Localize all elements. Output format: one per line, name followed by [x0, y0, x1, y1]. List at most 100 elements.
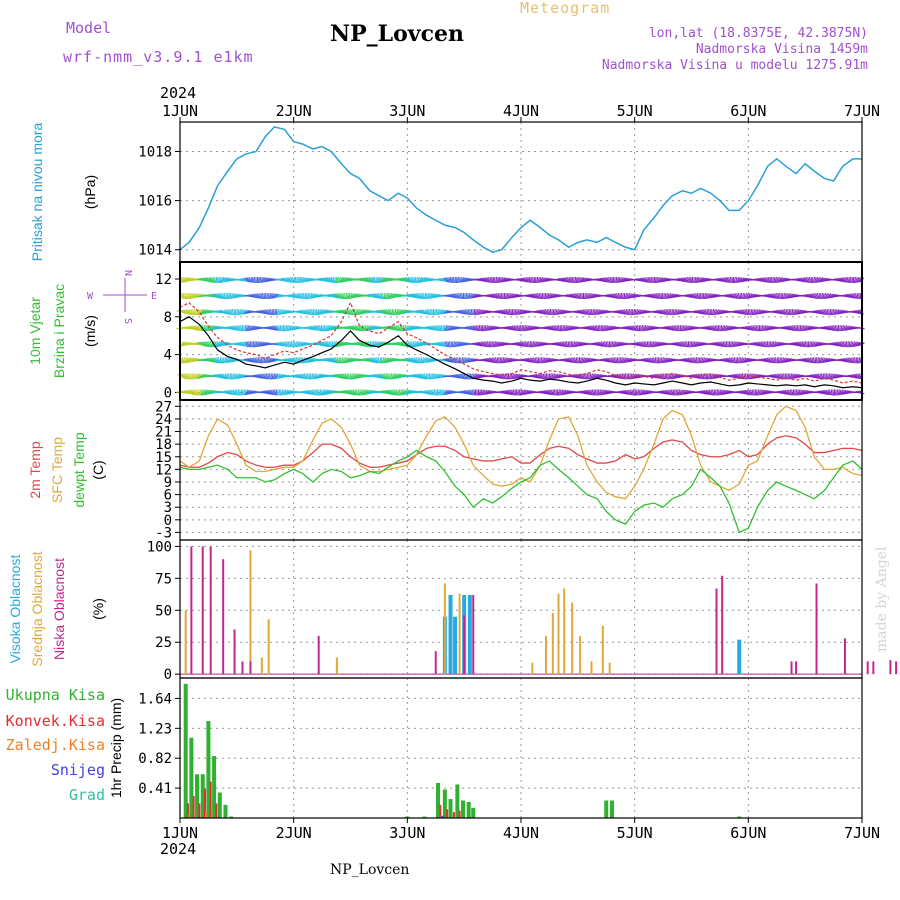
wind-barb [241, 341, 247, 347]
wind-barb [263, 292, 266, 300]
wind-barb [186, 357, 193, 364]
wind-barb [267, 357, 273, 363]
wind-barb [479, 277, 486, 283]
wind-barb [248, 341, 251, 348]
wind-barb [694, 276, 697, 284]
wind-barb [438, 309, 443, 315]
wind-barb [770, 374, 776, 379]
wind-barb [264, 390, 270, 395]
wind-barb [848, 293, 854, 299]
wind-barb [320, 325, 323, 332]
wind-barb [840, 277, 846, 283]
wind-barb [548, 309, 551, 316]
wind-barb [664, 292, 667, 300]
wind-barb [192, 373, 197, 380]
wind-barb [543, 277, 550, 283]
wind-barb [803, 390, 809, 395]
wind-barb [399, 325, 402, 332]
wind-barb [815, 341, 821, 347]
wind-barb [478, 341, 484, 347]
wind-barb [254, 341, 258, 348]
mid-cloud-bar [557, 593, 560, 675]
wind-barb [477, 325, 480, 332]
wind-barb [188, 373, 191, 380]
wind-barb [439, 325, 442, 332]
wind-barb [427, 389, 432, 396]
wind-barb [838, 277, 844, 283]
wind-barb [704, 309, 708, 316]
mid-cloud-bar [601, 625, 604, 675]
wind-barb [730, 357, 734, 364]
wind-barb [275, 293, 281, 299]
wind-barb [216, 341, 223, 348]
wind-barb [358, 325, 362, 332]
wind-barb [512, 389, 516, 396]
wind-barb [697, 277, 702, 283]
wind-barb [562, 389, 567, 396]
wind-barb [325, 277, 332, 283]
wind-barb [243, 341, 248, 348]
wind-barb [466, 357, 472, 363]
wind-barb [721, 277, 727, 283]
wind-barb [276, 309, 280, 316]
wind-barb [628, 309, 631, 316]
wind-barb [438, 374, 445, 379]
wind-barb [242, 277, 248, 283]
wind-barb [741, 390, 748, 395]
wind-barb [238, 325, 242, 332]
wind-barb [733, 276, 736, 283]
wind-barb [579, 309, 585, 315]
wind-barb [261, 292, 265, 300]
wind-barb [290, 357, 296, 363]
wind-barb [575, 373, 581, 379]
total-precip-bar [422, 816, 427, 818]
wind-barb [825, 389, 830, 396]
wind-barb [600, 341, 605, 348]
wind-barb [276, 294, 283, 298]
wind-barb [718, 277, 724, 283]
wind-barb [271, 358, 277, 363]
wind-barb [385, 292, 389, 300]
wind-barb [640, 309, 647, 315]
wind-barb [298, 310, 305, 315]
wind-barb [836, 341, 841, 347]
wind-barb [513, 309, 515, 316]
wind-barb [778, 373, 782, 380]
wind-barb [805, 390, 812, 395]
wind-barb [795, 341, 801, 347]
pressure-ytick-label: 1016 [138, 194, 172, 210]
wind-barb [239, 309, 244, 315]
wind-barb [352, 373, 357, 380]
wind-barb [266, 326, 273, 331]
wind-barb [269, 325, 276, 331]
wind-barb [605, 390, 611, 395]
wind-barb [355, 308, 359, 316]
wind-barb [417, 357, 420, 364]
wind-barb [780, 357, 785, 364]
wind-barb [704, 326, 711, 331]
wind-barb [411, 276, 415, 284]
wind-barb [411, 357, 417, 364]
wind-barb [280, 389, 284, 396]
wind-barb [782, 309, 786, 315]
wind-barb [523, 310, 530, 314]
wind-barb [796, 374, 802, 379]
wind-barb [276, 342, 283, 347]
wind-barb [505, 326, 512, 331]
wind-barb [564, 341, 568, 348]
wind-barb [400, 389, 405, 396]
wind-barb [271, 325, 277, 331]
wind-barb [617, 293, 621, 300]
wind-barb [624, 357, 630, 363]
wind-barb [779, 373, 783, 380]
wind-barb [297, 276, 300, 283]
wind-barb [185, 357, 191, 364]
wind-barb [523, 341, 527, 348]
wind-barb [714, 342, 720, 347]
wind-barb [839, 358, 846, 363]
wind-barb [852, 373, 858, 379]
temp-ytick-label: 24 [155, 412, 172, 428]
wind-barb [461, 373, 466, 380]
wind-barb [235, 373, 239, 380]
wind-barb [686, 341, 689, 348]
